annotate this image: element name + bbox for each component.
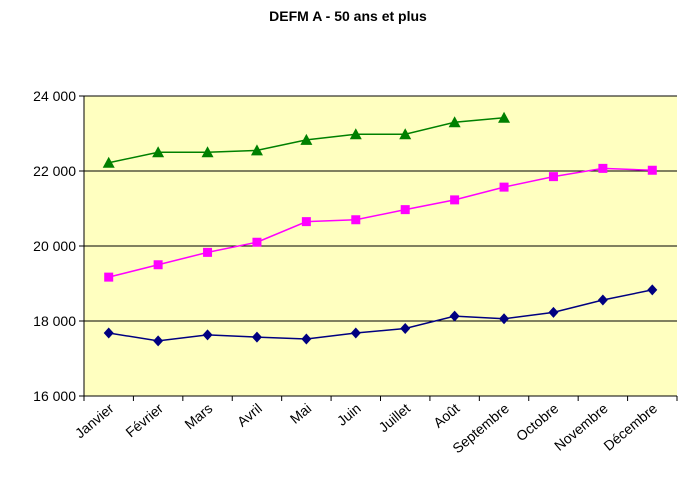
diamond-marker [548,306,559,318]
chart-title: DEFM A - 50 ans et plus [269,8,427,24]
y-axis-ticks: 16 000 18 000 20 000 22 000 24 000 [33,88,84,404]
square-marker [548,172,558,182]
x-tick-label: Juin [334,400,364,429]
triangle-marker [448,116,461,128]
square-marker [400,205,410,215]
x-tick-label: Février [122,400,166,440]
diamond-marker [251,331,262,343]
x-tick-label: Décembre [600,400,660,454]
series-1 [103,284,658,347]
x-tick-label: Novembre [551,400,611,454]
square-marker [499,182,509,192]
x-tick-label: Mai [287,400,315,427]
diamond-marker [647,284,658,296]
x-tick-label: Avril [234,400,265,430]
square-marker [153,260,163,270]
triangle-marker [498,111,511,123]
series-2 [104,163,657,282]
diamond-marker [597,294,608,306]
triangle-marker [201,146,214,158]
gridlines [84,95,677,322]
square-marker [301,217,311,227]
square-marker [598,163,608,173]
diamond-marker [301,333,312,345]
series-line [108,289,653,342]
y-tick-label: 22 000 [33,163,76,179]
diamond-marker [103,327,114,339]
triangle-marker [250,144,263,156]
square-marker [252,237,262,247]
series-line [108,167,653,278]
diamond-marker [449,310,460,322]
triangle-marker [349,128,362,140]
y-tick-label: 20 000 [33,238,76,254]
diamond-marker [350,327,361,339]
x-tick-label: Juillet [375,400,413,435]
x-tick-label: Août [430,400,462,431]
square-marker [203,247,213,257]
y-tick-label: 16 000 [33,388,76,404]
square-marker [351,215,361,225]
triangle-marker [152,146,165,158]
diamond-marker [400,323,411,334]
square-marker [647,165,657,175]
triangle-marker [102,156,115,168]
triangle-marker [399,128,412,140]
diamond-marker [153,335,164,347]
triangle-marker [300,133,313,145]
y-tick-label: 18 000 [33,313,76,329]
diamond-marker [202,329,213,341]
x-axis-ticks: Janvier Février Mars Avril Mai Juin Juillet Aoû… [72,396,678,456]
square-marker [104,272,114,282]
series-layer [102,111,658,347]
x-tick-label: Mars [181,400,215,432]
series-3 [102,111,511,168]
diamond-marker [499,313,510,325]
square-marker [450,195,460,205]
x-tick-label: Janvier [72,400,117,441]
y-tick-label: 24 000 [33,88,76,104]
